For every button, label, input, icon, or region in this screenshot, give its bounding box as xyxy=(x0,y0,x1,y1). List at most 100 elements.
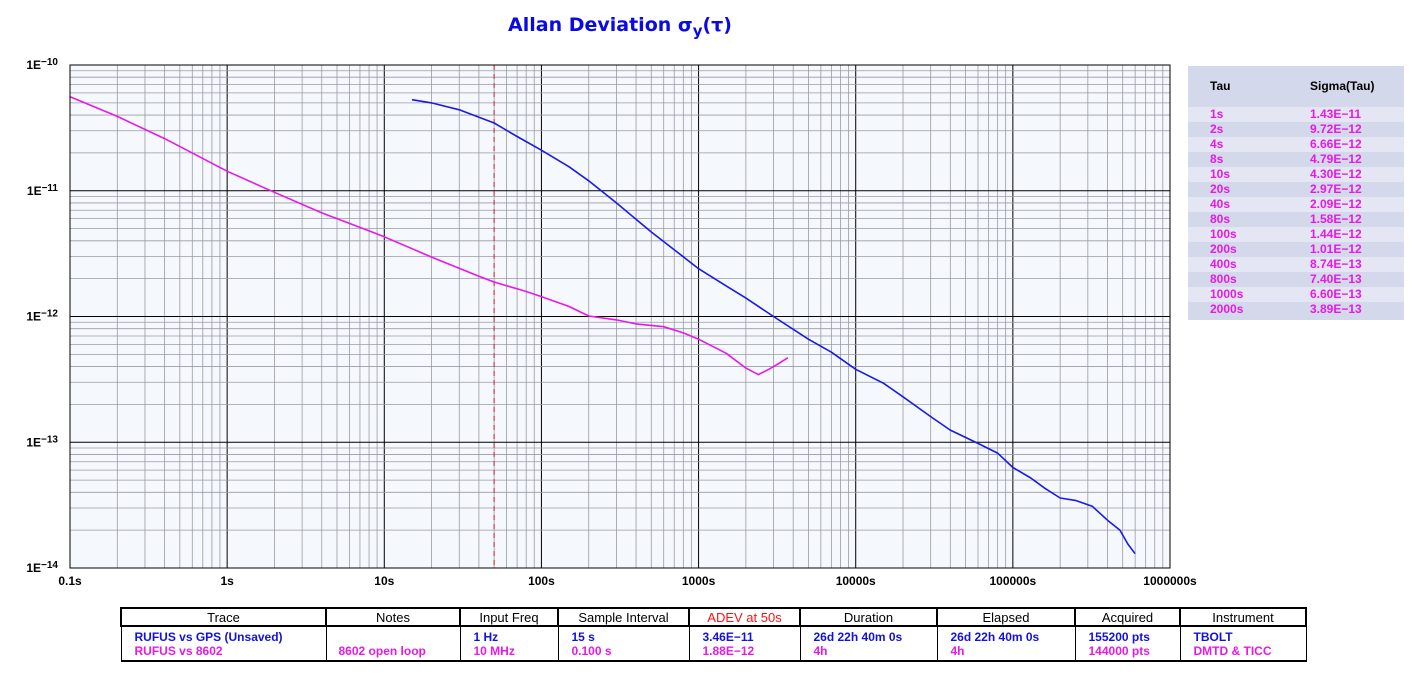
tau-row: 2s 9.72E−12 xyxy=(1188,122,1404,137)
y-tick-base: 1E xyxy=(26,435,41,449)
sigma-header: Sigma(Tau) xyxy=(1310,79,1375,93)
header-trace: Trace xyxy=(120,607,327,627)
tau-value: 200s xyxy=(1210,242,1237,256)
series-line-8602 xyxy=(69,95,789,376)
sigma-value: 6.66E−12 xyxy=(1310,137,1362,151)
tau-value: 20s xyxy=(1210,182,1231,196)
x-tick-label: 1000000s xyxy=(1143,574,1197,588)
y-tick-label: 1E−11 xyxy=(27,183,59,198)
tau-value: 2s xyxy=(1210,122,1224,136)
y-tick-base: 1E xyxy=(26,58,41,72)
x-tick-label: 10000s xyxy=(836,574,876,588)
plot-frame xyxy=(69,64,1171,569)
x-tick-label: 1s xyxy=(220,574,234,588)
header-adev: ADEV at 50s xyxy=(688,607,801,627)
trace-notes: 8602 open loop xyxy=(325,644,461,662)
trace-notes xyxy=(325,626,461,644)
sigma-value: 9.72E−12 xyxy=(1310,122,1362,136)
sigma-value: 1.58E−12 xyxy=(1310,212,1362,226)
tau-value: 1s xyxy=(1210,107,1224,121)
sigma-value: 6.60E−13 xyxy=(1310,287,1362,301)
tau-row: 800s 7.40E−13 xyxy=(1188,272,1404,287)
tau-value: 800s xyxy=(1210,272,1237,286)
x-tick-label: 0.1s xyxy=(58,574,82,588)
header-sample-interval: Sample Interval xyxy=(557,607,690,627)
x-tick-label: 10s xyxy=(374,574,394,588)
sigma-value: 4.79E−12 xyxy=(1310,152,1362,166)
trace-adev: 3.46E−11 xyxy=(688,626,801,644)
sigma-value: 2.09E−12 xyxy=(1310,197,1362,211)
trace-table: Trace Notes Input Freq Sample Interval A… xyxy=(120,607,1307,662)
tau-row: 200s 1.01E−12 xyxy=(1188,242,1404,257)
y-tick-label: 1E−14 xyxy=(26,560,58,575)
trace-adev: 1.88E−12 xyxy=(688,644,801,662)
trace-name: RUFUS vs GPS (Unsaved) xyxy=(120,626,327,644)
trace-input-freq: 10 MHz xyxy=(459,644,559,662)
sigma-value: 1.01E−12 xyxy=(1310,242,1362,256)
tau-value: 400s xyxy=(1210,257,1237,271)
grid xyxy=(69,65,1170,569)
trace-sample-interval: 15 s xyxy=(557,626,690,644)
tau-row: 400s 8.74E−13 xyxy=(1188,257,1404,272)
tau-row: 40s 2.09E−12 xyxy=(1188,197,1404,212)
trace-instrument: DMTD & TICC xyxy=(1179,644,1307,662)
sigma-value: 1.44E−12 xyxy=(1310,227,1362,241)
sigma-value: 4.30E−12 xyxy=(1310,167,1362,181)
y-tick-label: 1E−12 xyxy=(26,309,58,324)
series-layer xyxy=(69,95,1136,555)
x-tick-label: 1000s xyxy=(682,574,716,588)
trace-duration: 4h xyxy=(799,644,938,662)
tau-row: 100s 1.44E−12 xyxy=(1188,227,1404,242)
trace-elapsed: 4h xyxy=(936,644,1076,662)
y-tick-label: 1E−13 xyxy=(26,434,58,449)
tau-value: 2000s xyxy=(1210,302,1244,316)
trace-row[interactable]: RUFUS vs 8602 8602 open loop 10 MHz 0.10… xyxy=(120,644,1307,662)
tau-sigma-table: Tau Sigma(Tau) 1s 1.43E−11 2s 9.72E−12 4s 6.6… xyxy=(1188,66,1404,320)
y-tick-exponent: −10 xyxy=(41,57,58,68)
x-tick-label: 100s xyxy=(528,574,555,588)
tau-value: 1000s xyxy=(1210,287,1244,301)
sigma-value: 8.74E−13 xyxy=(1310,257,1362,271)
adev-plot: 0.1s 1s 10s 100s 1000s 10000s 100000s 1000000s … xyxy=(26,57,1197,588)
chart-title: Allan Deviation σy(τ) xyxy=(508,14,732,40)
series-line-gps xyxy=(411,98,1136,555)
trace-instrument: TBOLT xyxy=(1179,626,1307,644)
header-notes: Notes xyxy=(325,607,461,627)
trace-duration: 26d 22h 40m 0s xyxy=(799,626,938,644)
tau-value: 100s xyxy=(1210,227,1237,241)
y-tick-base: 1E xyxy=(26,561,41,575)
x-tick-label: 100000s xyxy=(989,574,1036,588)
trace-elapsed: 26d 22h 40m 0s xyxy=(936,626,1076,644)
sigma-value: 7.40E−13 xyxy=(1310,272,1362,286)
tau-value: 8s xyxy=(1210,152,1224,166)
tau-row: 2000s 3.89E−13 xyxy=(1188,302,1404,317)
sigma-value: 3.89E−13 xyxy=(1310,302,1362,316)
tau-value: 10s xyxy=(1210,167,1231,181)
tau-header: Tau xyxy=(1210,79,1231,93)
trace-row[interactable]: RUFUS vs GPS (Unsaved) 1 Hz 15 s 3.46E−1… xyxy=(120,626,1307,644)
trace-input-freq: 1 Hz xyxy=(459,626,559,644)
header-acquired: Acquired xyxy=(1074,607,1181,627)
tau-value: 80s xyxy=(1210,212,1231,226)
tau-row: 4s 6.66E−12 xyxy=(1188,137,1404,152)
tau-value: 4s xyxy=(1210,137,1224,151)
y-tick-label: 1E−10 xyxy=(26,57,58,72)
tau-row: 1s 1.43E−11 xyxy=(1188,107,1404,122)
y-tick-exponent: −11 xyxy=(42,183,59,194)
tau-row: 1000s 6.60E−13 xyxy=(1188,287,1404,302)
y-tick-exponent: −14 xyxy=(41,560,58,571)
trace-name: RUFUS vs 8602 xyxy=(120,644,327,662)
header-elapsed: Elapsed xyxy=(936,607,1076,627)
x-tick-labels: 0.1s 1s 10s 100s 1000s 10000s 100000s 1000000s xyxy=(58,574,1197,588)
y-tick-exponent: −12 xyxy=(41,309,58,320)
trace-acquired: 144000 pts xyxy=(1074,644,1181,662)
trace-acquired: 155200 pts xyxy=(1074,626,1181,644)
tau-row: 20s 2.97E−12 xyxy=(1188,182,1404,197)
y-tick-exponent: −13 xyxy=(41,434,58,445)
sigma-value: 1.43E−11 xyxy=(1310,107,1362,121)
header-duration: Duration xyxy=(799,607,938,627)
sigma-value: 2.97E−12 xyxy=(1310,182,1362,196)
tau-value: 40s xyxy=(1210,197,1231,211)
y-tick-base: 1E xyxy=(27,184,42,198)
